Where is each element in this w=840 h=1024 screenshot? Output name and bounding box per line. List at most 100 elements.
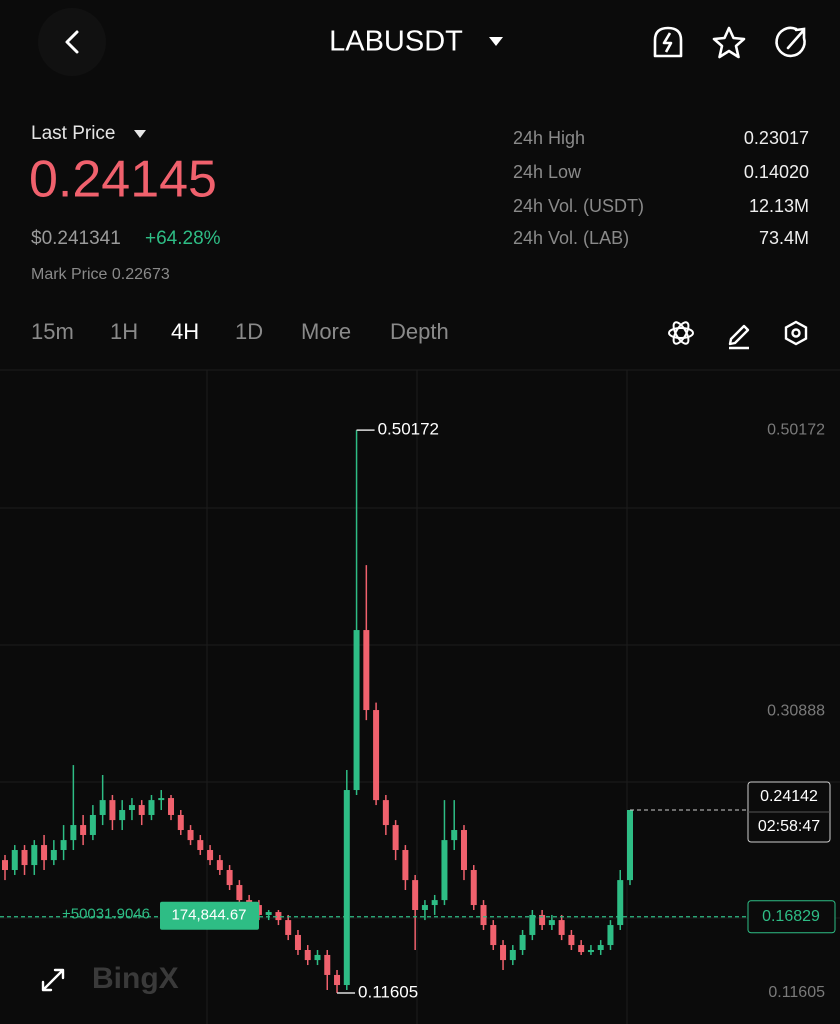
candle-body [226, 870, 233, 886]
settings-icon[interactable] [784, 320, 808, 346]
candle-body [294, 934, 301, 950]
candle-body [363, 630, 370, 711]
bell [653, 26, 683, 58]
stat-label: 24h High [513, 128, 585, 148]
stat-value: 73.4M [759, 228, 809, 248]
share-arc [775, 26, 806, 58]
timeframe-tab[interactable]: 1H [110, 319, 138, 344]
candle-body [402, 850, 409, 881]
candle-body [441, 840, 448, 901]
candle-body [382, 800, 389, 826]
candle-body [89, 814, 96, 835]
last-price: 0.24145 [29, 151, 217, 209]
alert-icon[interactable] [653, 26, 683, 58]
candle-body [421, 905, 428, 911]
timeframe-tab[interactable]: Depth [390, 319, 449, 344]
drawing-label: 174,844.67 [171, 907, 246, 924]
candle-body [265, 912, 272, 915]
candle-chart: 0.11605 0.30888 0.50172 0.50172 0.11605 0.168… [0, 420, 836, 1001]
back-button[interactable] [38, 8, 106, 76]
candle-body [2, 860, 8, 871]
price-change: +64.28% [145, 228, 221, 249]
candle-body [519, 934, 526, 950]
mark-price: Mark Price 0.22673 [31, 266, 170, 283]
timeframe-tab[interactable]: 1D [235, 319, 263, 344]
candle-body [99, 800, 106, 815]
candle-body [490, 925, 497, 946]
candle-body [558, 920, 565, 935]
candle-body [138, 805, 145, 815]
y-tick-label: 0.30888 [767, 703, 825, 720]
extreme-label: 0.11605 [358, 982, 418, 1001]
candle-body [109, 800, 116, 821]
countdown: 02:58:47 [758, 818, 820, 835]
timeframe-tab[interactable]: 15m [31, 319, 74, 344]
candle-body [617, 880, 624, 926]
timeframes: 15m 1H 4H 1D More Depth [31, 319, 449, 344]
candle-body [60, 840, 67, 851]
candle-body [529, 914, 536, 935]
candle-body [207, 850, 214, 861]
candle-body [480, 905, 487, 926]
candle-body [21, 850, 28, 866]
candle-body [119, 810, 126, 821]
candle-body [412, 880, 419, 911]
candle-body [187, 830, 194, 841]
candle-body [41, 845, 48, 861]
reference-box [747, 900, 836, 934]
last-price-label[interactable]: Last Price [31, 123, 115, 144]
current-price-label: 0.24142 [760, 788, 818, 805]
draw-icon[interactable] [728, 324, 750, 350]
candle-body [148, 800, 155, 815]
candle-body [460, 830, 467, 871]
candle-body [31, 845, 38, 866]
candle-body [343, 790, 350, 986]
usd-price: $0.241341 [31, 228, 121, 249]
candle-body [431, 900, 438, 906]
candle-body [470, 870, 477, 906]
candle-body [314, 954, 321, 961]
orbit [672, 321, 690, 345]
candle-body [353, 630, 360, 791]
timeframe-tab[interactable]: 4H [171, 319, 199, 344]
candle-body [451, 830, 458, 841]
candle-body [50, 850, 57, 861]
last-price-dropdown[interactable] [134, 130, 146, 138]
candle-body [70, 825, 77, 841]
candle-body [373, 710, 380, 801]
y-tick-label: 0.50172 [767, 421, 825, 438]
share-icon[interactable] [775, 26, 806, 58]
candle-body [324, 954, 331, 975]
stats: 24h High 0.23017 24h Low 0.14020 24h Vol… [513, 128, 809, 248]
candle-body [275, 912, 282, 921]
watermark: BingX [92, 962, 179, 995]
fullscreen-icon[interactable] [41, 968, 65, 992]
candle-body [11, 850, 18, 871]
back-icon [65, 30, 79, 54]
candle-body [128, 805, 135, 811]
candle-body [216, 860, 223, 871]
candle-body [304, 949, 311, 961]
candle-body [627, 809, 633, 881]
candle-body [80, 825, 87, 835]
stat-label: 24h Vol. (LAB) [513, 228, 629, 248]
back-circle [38, 8, 106, 76]
stat-value: 0.23017 [744, 128, 809, 148]
hexagon [784, 320, 808, 346]
candle-body [158, 798, 165, 801]
indicator-icon[interactable] [668, 320, 694, 346]
candle-body [236, 885, 243, 901]
extreme-label: 0.50172 [378, 420, 439, 439]
favorite-icon[interactable] [712, 26, 746, 59]
stat-label: 24h Low [513, 162, 582, 182]
candle-body [568, 934, 575, 946]
candle-body [392, 825, 399, 851]
expand-arrows [41, 968, 65, 992]
timeframe-tab[interactable]: More [301, 319, 351, 344]
stat-value: 0.14020 [744, 162, 809, 182]
symbol-dropdown[interactable] [489, 37, 503, 46]
symbol-title[interactable]: LABUSDT [329, 26, 463, 58]
candle-body [177, 814, 184, 831]
